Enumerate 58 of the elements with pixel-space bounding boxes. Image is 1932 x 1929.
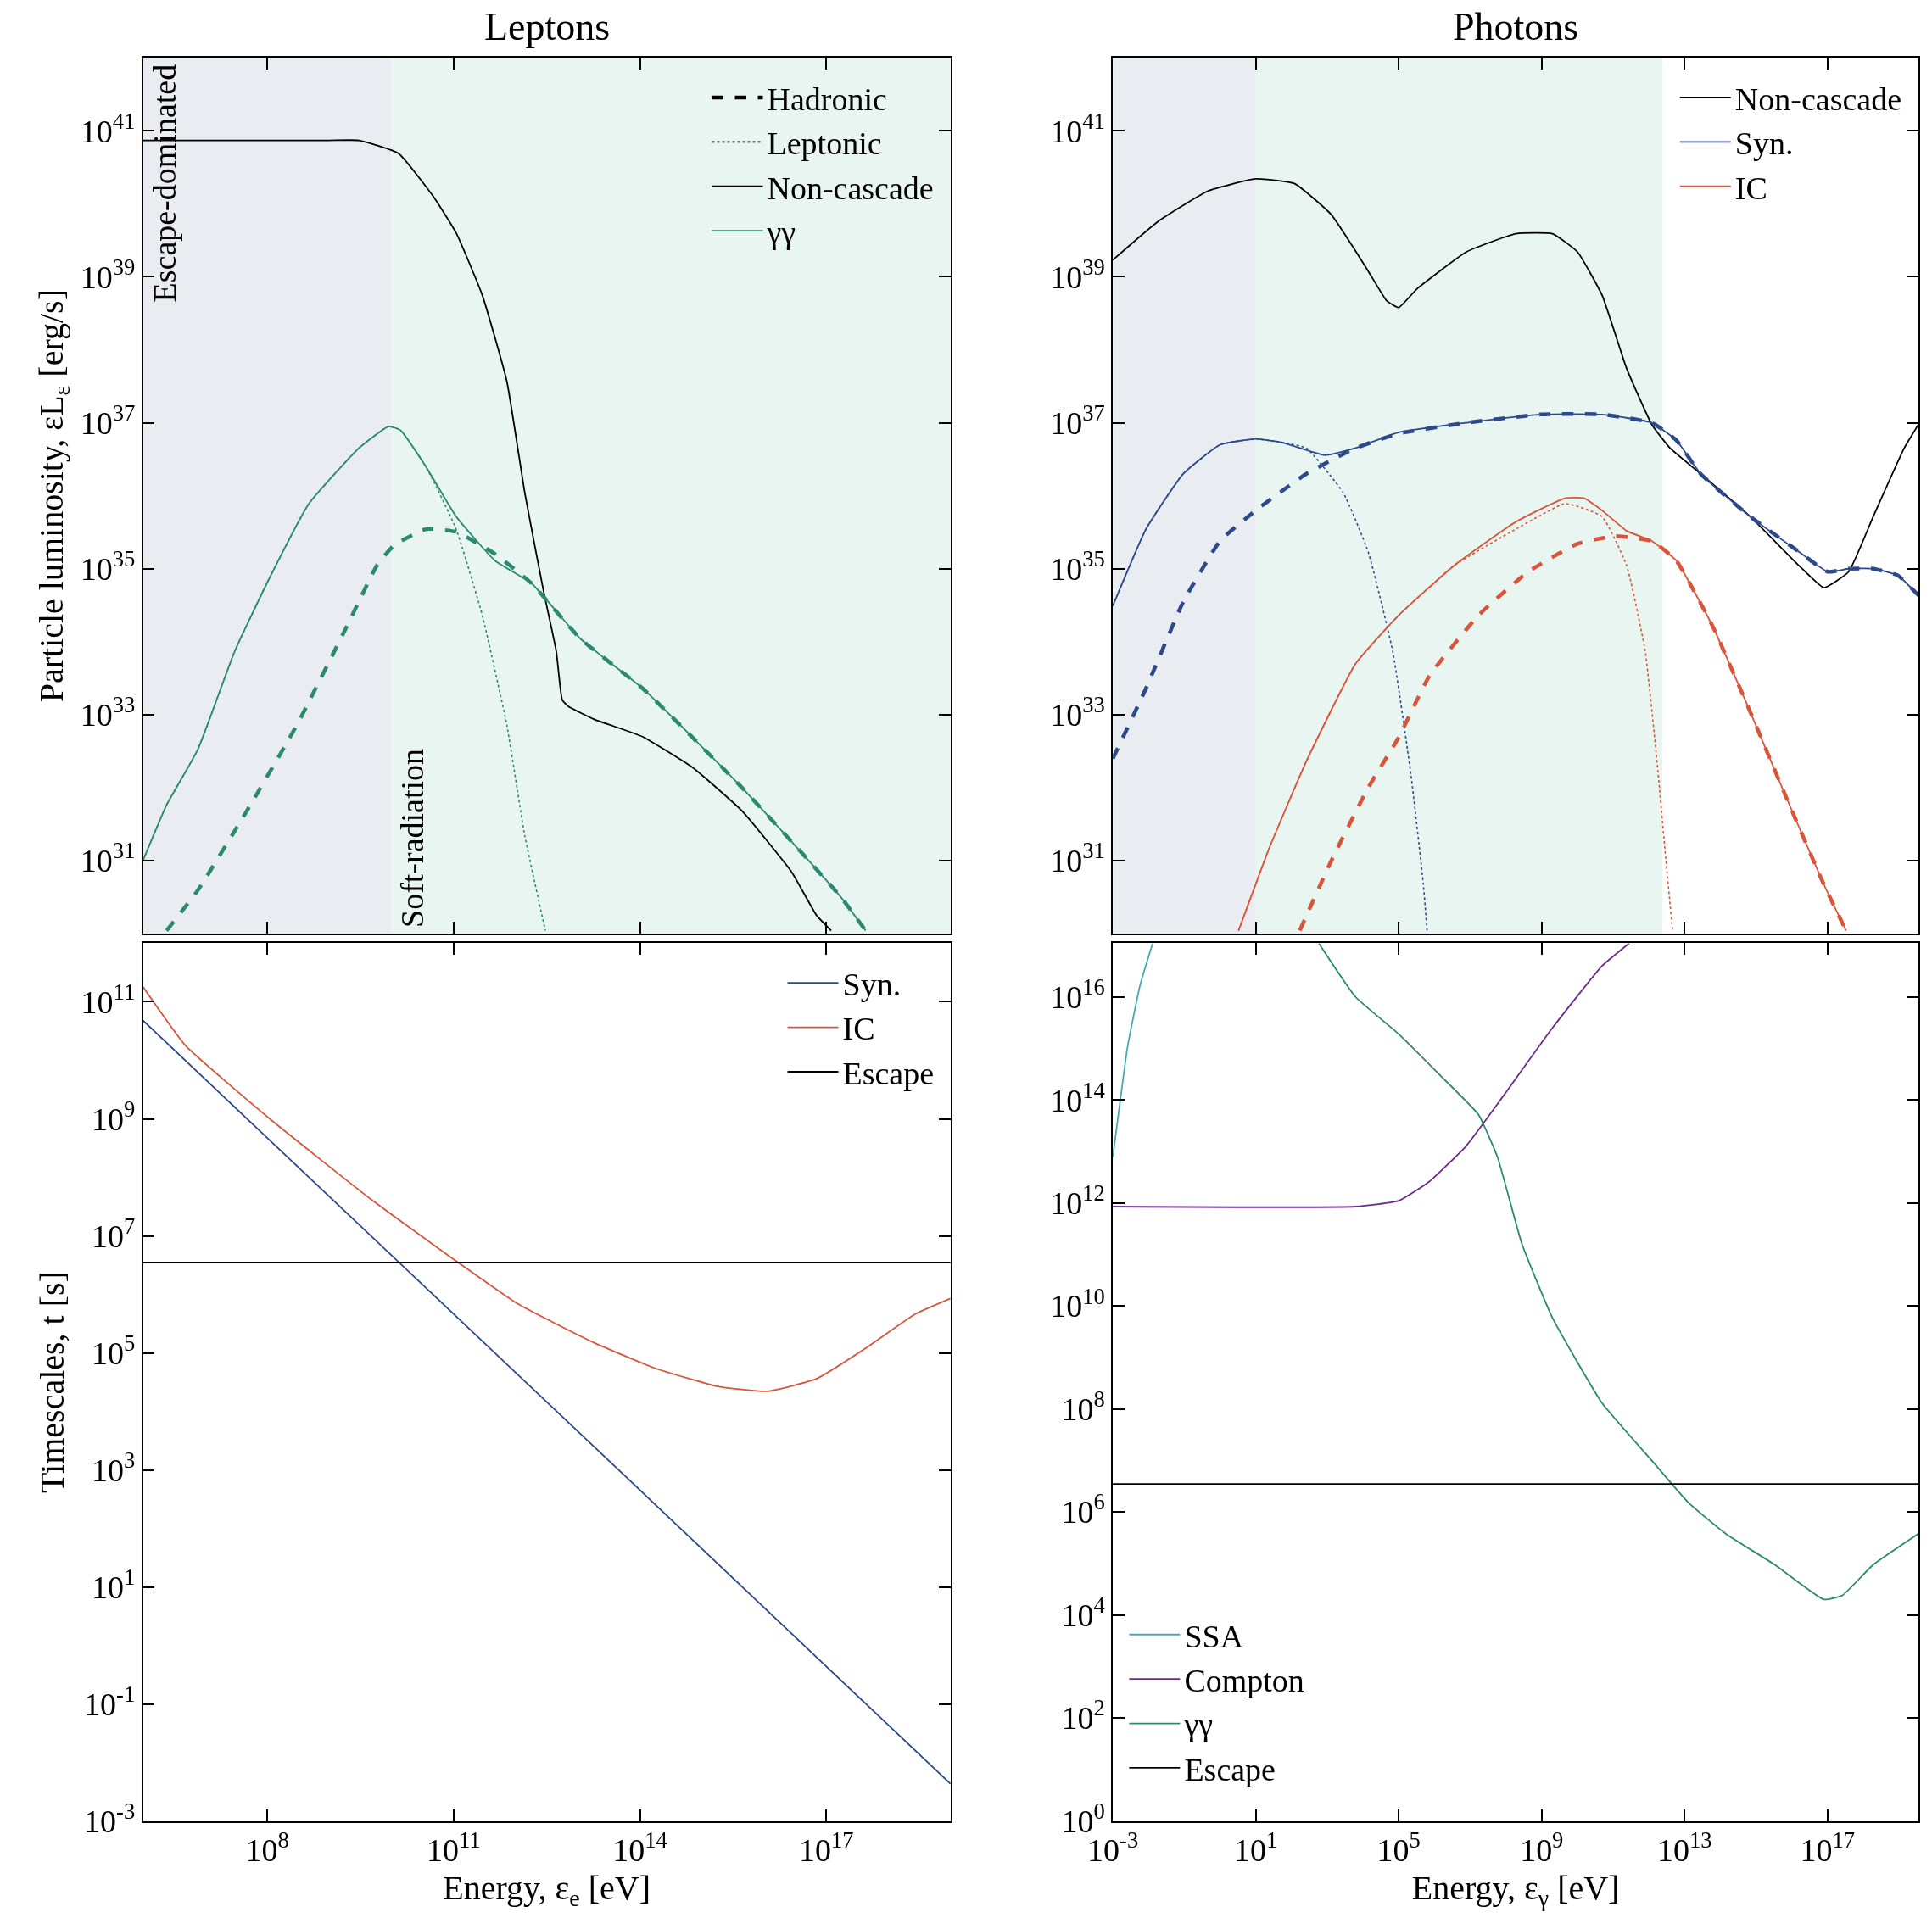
- y-tick-label: 10$^{33}$: [80, 692, 136, 733]
- y-tick-label: 10$^{-3}$: [84, 1798, 136, 1839]
- y-tick-label: 10$^{14}$: [1050, 1077, 1105, 1118]
- y-tick-label: 10$^{9}$: [91, 1096, 136, 1137]
- legend-label: Syn.: [842, 967, 902, 1003]
- y-tick-label: 10$^{39}$: [1050, 254, 1105, 295]
- y-tick-label: 10$^{8}$: [1061, 1386, 1105, 1427]
- x-tick-label: 10$^{17}$: [798, 1826, 854, 1868]
- x-tick-label: 10$^{17}$: [1800, 1826, 1856, 1868]
- legend-label: γγ: [1183, 1707, 1213, 1743]
- legend-label: Hadronic: [767, 81, 887, 117]
- x-tick-label: 10$^{9}$: [1520, 1826, 1564, 1868]
- y-tick-label: 10$^{33}$: [1050, 692, 1105, 733]
- legend-label: IC: [842, 1011, 875, 1047]
- y-tick-label: 10$^{35}$: [1050, 546, 1105, 588]
- legend-label: Non-cascade: [1734, 81, 1902, 117]
- y-tick-label: 10$^{7}$: [91, 1213, 136, 1254]
- x-tick-label: 10$^{8}$: [245, 1826, 289, 1868]
- chart-title: Leptons: [484, 5, 611, 48]
- legend-label: SSA: [1184, 1618, 1244, 1654]
- legend-label: IC: [1734, 170, 1767, 206]
- y-tick-label: 10$^{4}$: [1061, 1592, 1105, 1633]
- y-tick-label: 10$^{5}$: [91, 1330, 136, 1371]
- y-tick-label: 10$^{11}$: [81, 978, 136, 1020]
- x-tick-label: 10$^{14}$: [612, 1826, 667, 1868]
- y-tick-label: 10$^{35}$: [80, 546, 136, 588]
- legend-label: γγ: [766, 214, 796, 250]
- x-tick-label: 10$^{11}$: [427, 1826, 481, 1868]
- band-label: Escape-dominated: [146, 64, 182, 303]
- y-tick-label: 10$^{37}$: [80, 399, 136, 441]
- legend-label: Leptonic: [767, 125, 882, 162]
- y-tick-label: 10$^{31}$: [1050, 838, 1105, 879]
- chart-title: Photons: [1453, 5, 1579, 48]
- x-tick-label: 10$^{5}$: [1376, 1826, 1421, 1868]
- y-tick-label: 10$^{10}$: [1050, 1283, 1105, 1324]
- y-tick-label: 10$^{2}$: [1061, 1695, 1105, 1737]
- legend-label: Escape: [1184, 1751, 1276, 1787]
- legend-label: Syn.: [1734, 125, 1794, 162]
- y-tick-label: 10$^{31}$: [80, 838, 136, 879]
- x-tick-label: 10$^{13}$: [1657, 1826, 1712, 1868]
- x-axis-title: Energy, ε$_{γ}$ [eV]: [1411, 1868, 1620, 1912]
- y-tick-label: 10$^{6}$: [1061, 1489, 1105, 1530]
- y-tick-label: 10$^{-1}$: [84, 1681, 136, 1722]
- y-tick-label: 10$^{16}$: [1050, 974, 1105, 1016]
- y-tick-label: 10$^{3}$: [91, 1447, 136, 1488]
- y-tick-label: 10$^{12}$: [1050, 1180, 1105, 1221]
- band-label: Soft-radiation: [394, 748, 431, 928]
- y-axis-title: Timescales, t [s]: [32, 1271, 71, 1493]
- y-tick-label: 10$^{37}$: [1050, 399, 1105, 441]
- legend-label: Non-cascade: [767, 170, 934, 206]
- legend-label: Compton: [1184, 1662, 1304, 1698]
- y-tick-label: 10$^{1}$: [91, 1564, 136, 1605]
- x-tick-label: 10$^{1}$: [1234, 1826, 1278, 1868]
- y-tick-label: 10$^{41}$: [1050, 108, 1105, 149]
- x-axis-title: Energy, ε$_{e}$ [eV]: [443, 1868, 651, 1912]
- y-tick-label: 10$^{41}$: [80, 108, 136, 149]
- y-tick-label: 10$^{39}$: [80, 254, 136, 295]
- legend-label: Escape: [842, 1055, 935, 1091]
